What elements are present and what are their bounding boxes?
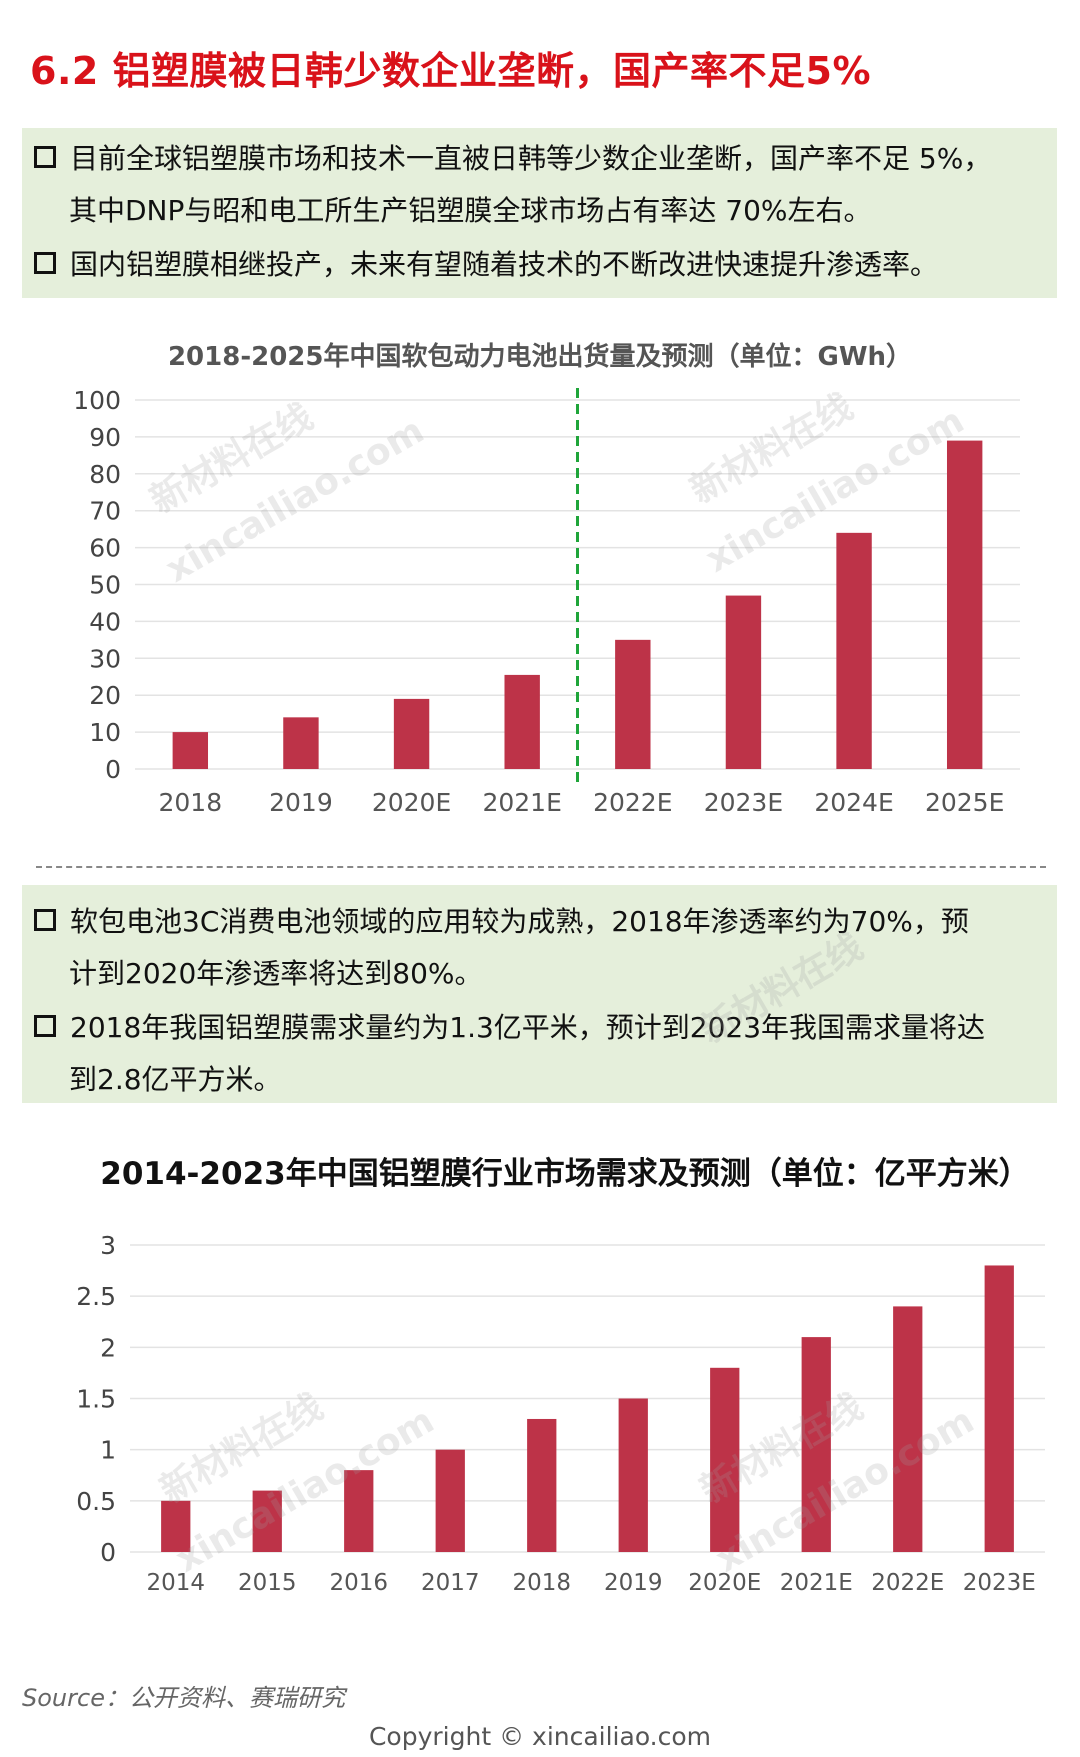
x-tick-label: 2020E (372, 788, 451, 817)
bar (801, 1337, 831, 1552)
y-tick-label: 10 (89, 718, 121, 747)
y-tick-label: 2 (100, 1333, 116, 1362)
chart1-title: 2018-2025年中国软包动力电池出货量及预测（单位：GWh） (167, 342, 913, 372)
bullet-continuation: 计到2020年渗透率将达到80%。 (69, 957, 483, 990)
bar (836, 532, 872, 769)
section-divider (36, 866, 1046, 868)
x-tick-label: 2021E (780, 1570, 853, 1596)
bullet-item: 2018年我国铝塑膜需求量约为1.3亿平米，预计到2023年我国需求量将达 (34, 1001, 985, 1055)
bar (527, 1418, 557, 1552)
bar (161, 1500, 191, 1552)
bullet-continuation: 到2.8亿平方米。 (69, 1063, 282, 1096)
y-tick-label: 80 (89, 460, 121, 489)
x-tick-label: 2023E (704, 788, 783, 817)
bar (893, 1306, 923, 1552)
x-tick-label: 2016 (329, 1570, 388, 1596)
y-tick-label: 40 (89, 607, 121, 636)
y-tick-label: 0 (105, 755, 121, 784)
x-tick-label: 2022E (871, 1570, 944, 1596)
source-note: Source：公开资料、赛瑞研究 (22, 1684, 345, 1712)
y-tick-label: 0 (100, 1538, 116, 1567)
bullet-item: 目前全球铝塑膜市场和技术一直被日韩等少数企业垄断，国产率不足 5%， (34, 132, 991, 186)
x-tick-label: 2014 (146, 1570, 205, 1596)
bullet-text: 2018年我国铝塑膜需求量约为1.3亿平米，预计到2023年我国需求量将达 (70, 1011, 986, 1044)
y-tick-label: 1.5 (76, 1385, 116, 1414)
bar (725, 595, 762, 769)
x-tick-label: 2019 (269, 788, 333, 817)
bar (252, 1490, 282, 1552)
x-tick-label: 2021E (482, 788, 561, 817)
bullet-text: 目前全球铝塑膜市场和技术一直被日韩等少数企业垄断，国产率不足 5%， (70, 142, 992, 175)
chart1-svg: 0 10 20 30 40 50 60 70 80 90 100 2018 2019 2020E 2021E… (73, 386, 1020, 817)
x-tick-label: 2017 (421, 1570, 480, 1596)
x-tick-label: 2018 (159, 788, 223, 817)
y-tick-label: 60 (89, 534, 121, 563)
y-tick-label: 90 (89, 423, 121, 452)
bullet-item: 软包电池3C消费电池领域的应用较为成熟，2018年渗透率约为70%，预 (34, 895, 969, 949)
bar (504, 674, 540, 769)
y-tick-label: 3 (100, 1231, 116, 1260)
square-bullet-icon (34, 909, 56, 931)
page-title: 6.2 铝塑膜被日韩少数企业垄断，国产率不足5% (30, 49, 872, 93)
copyright: Copyright © xincailiao.com (368, 1722, 712, 1751)
x-tick-label: 2020E (688, 1570, 761, 1596)
bullet-continuation: 其中DNP与昭和电工所生产铝塑膜全球市场占有率达 70%左右。 (69, 194, 872, 227)
square-bullet-icon (34, 146, 56, 168)
x-tick-label: 2025E (925, 788, 1004, 817)
x-tick-label: 2023E (963, 1570, 1036, 1596)
y-tick-label: 20 (89, 681, 121, 710)
x-tick-label: 2015 (238, 1570, 297, 1596)
bullet-text: 国内铝塑膜相继投产，未来有望随着技术的不断改进快速提升渗透率。 (70, 248, 939, 281)
bar (710, 1367, 740, 1552)
y-tick-label: 30 (89, 644, 121, 673)
summary-box-top: 目前全球铝塑膜市场和技术一直被日韩等少数企业垄断，国产率不足 5%， 其中DNP… (22, 128, 1057, 298)
square-bullet-icon (34, 1015, 56, 1037)
y-tick-label: 2.5 (76, 1282, 116, 1311)
bar (393, 698, 430, 769)
bullet-text: 软包电池3C消费电池领域的应用较为成熟，2018年渗透率约为70%，预 (70, 905, 969, 938)
x-tick-label: 2022E (593, 788, 672, 817)
y-tick-label: 100 (73, 386, 121, 415)
summary-box-bottom: 软包电池3C消费电池领域的应用较为成熟，2018年渗透率约为70%，预 计到20… (22, 885, 1057, 1103)
x-tick-label: 2019 (604, 1570, 663, 1596)
bar (618, 1398, 648, 1552)
chart2-svg: 0 0.5 1 1.5 2 2.5 3 2014 2015 2016 2017 2018 2019 202… (76, 1231, 1045, 1596)
bar (435, 1449, 465, 1552)
y-tick-label: 1 (100, 1436, 116, 1465)
chart2-title: 2014-2023年中国铝塑膜行业市场需求及预测（单位：亿平方米） (100, 1156, 1030, 1192)
bar (615, 639, 651, 769)
bar (172, 732, 209, 769)
bar (946, 440, 983, 769)
y-tick-label: 50 (89, 571, 121, 600)
bar (984, 1265, 1014, 1552)
x-tick-label: 2018 (512, 1570, 571, 1596)
y-tick-label: 70 (89, 497, 121, 526)
y-tick-label: 0.5 (76, 1487, 116, 1516)
x-tick-label: 2024E (814, 788, 893, 817)
bar (344, 1470, 374, 1552)
bar (283, 717, 319, 769)
bullet-item: 国内铝塑膜相继投产，未来有望随着技术的不断改进快速提升渗透率。 (34, 238, 938, 292)
square-bullet-icon (34, 252, 56, 274)
